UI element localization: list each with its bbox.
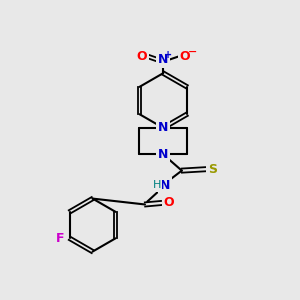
Text: S: S <box>208 163 217 176</box>
Text: H: H <box>153 180 161 190</box>
Text: N: N <box>158 122 168 134</box>
Text: N: N <box>160 179 170 192</box>
Text: O: O <box>163 196 174 209</box>
Text: +: + <box>164 50 172 60</box>
Text: N: N <box>158 148 168 161</box>
Text: O: O <box>179 50 190 63</box>
Text: −: − <box>188 47 197 57</box>
Text: F: F <box>56 232 64 245</box>
Text: O: O <box>136 50 147 63</box>
Text: N: N <box>158 53 168 66</box>
